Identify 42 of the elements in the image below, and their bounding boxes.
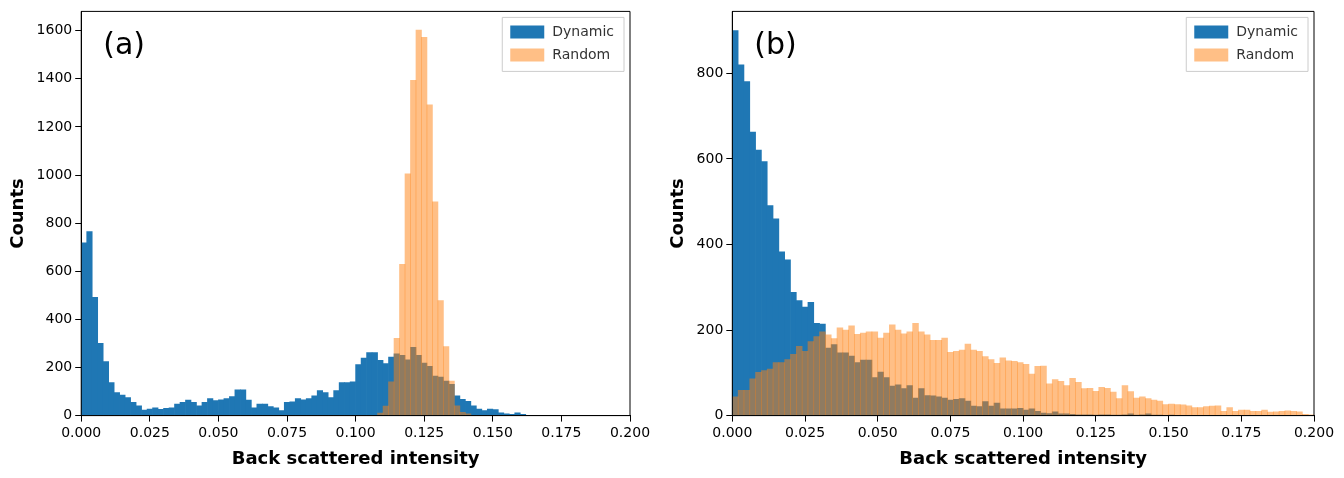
legend-label: Dynamic: [1236, 23, 1299, 40]
x-tick-label: 0.150: [472, 423, 513, 440]
y-tick-label: 600: [45, 261, 73, 278]
x-tick-label: 0.075: [930, 423, 971, 440]
y-tick-label: 0: [63, 406, 73, 423]
legend-label: Dynamic: [552, 23, 615, 40]
x-tick-label: 0.150: [1148, 423, 1189, 440]
x-tick-label: 0.075: [266, 423, 308, 440]
y-tick-label: 1000: [36, 165, 73, 182]
x-tick-label: 0.050: [857, 423, 898, 440]
y-tick-label: 800: [696, 64, 724, 81]
y-tick-label: 200: [45, 358, 73, 375]
y-axis-title: Counts: [6, 178, 28, 249]
x-tick-label: 0.100: [1003, 423, 1044, 440]
x-tick-label: 0.050: [198, 423, 239, 440]
x-tick-label: 0.175: [541, 423, 582, 440]
x-tick-label: 0.025: [784, 423, 826, 440]
x-tick-label: 0.125: [1075, 423, 1116, 440]
y-tick-label: 200: [696, 320, 724, 337]
x-tick-label: 0.025: [129, 423, 170, 440]
x-axis-title: Back scattered intensity: [231, 446, 480, 468]
legend-label: Random: [1236, 46, 1295, 63]
annotation: (b): [754, 26, 797, 62]
x-tick-label: 0.200: [1293, 423, 1335, 440]
y-tick-label: 1600: [36, 21, 73, 38]
y-tick-label: 0: [714, 406, 724, 423]
x-tick-label: 0.125: [404, 423, 445, 440]
y-tick-label: 400: [45, 310, 73, 326]
x-tick-label: 0.000: [712, 423, 753, 440]
x-axis-title: Back scattered intensity: [899, 446, 1148, 468]
y-tick-label: 1400: [36, 69, 73, 86]
annotation: (a): [103, 26, 146, 62]
y-tick-label: 400: [696, 235, 724, 252]
x-tick-label: 0.175: [1221, 423, 1262, 440]
y-axis-title: Counts: [666, 178, 688, 249]
y-tick-label: 1200: [36, 117, 73, 134]
x-tick-label: 0.100: [335, 423, 376, 440]
y-tick-label: 800: [45, 213, 73, 230]
x-tick-label: 0.200: [609, 423, 651, 440]
legend-label: Random: [552, 46, 611, 63]
x-tick-label: 0.000: [61, 423, 102, 440]
y-tick-label: 600: [696, 149, 724, 166]
